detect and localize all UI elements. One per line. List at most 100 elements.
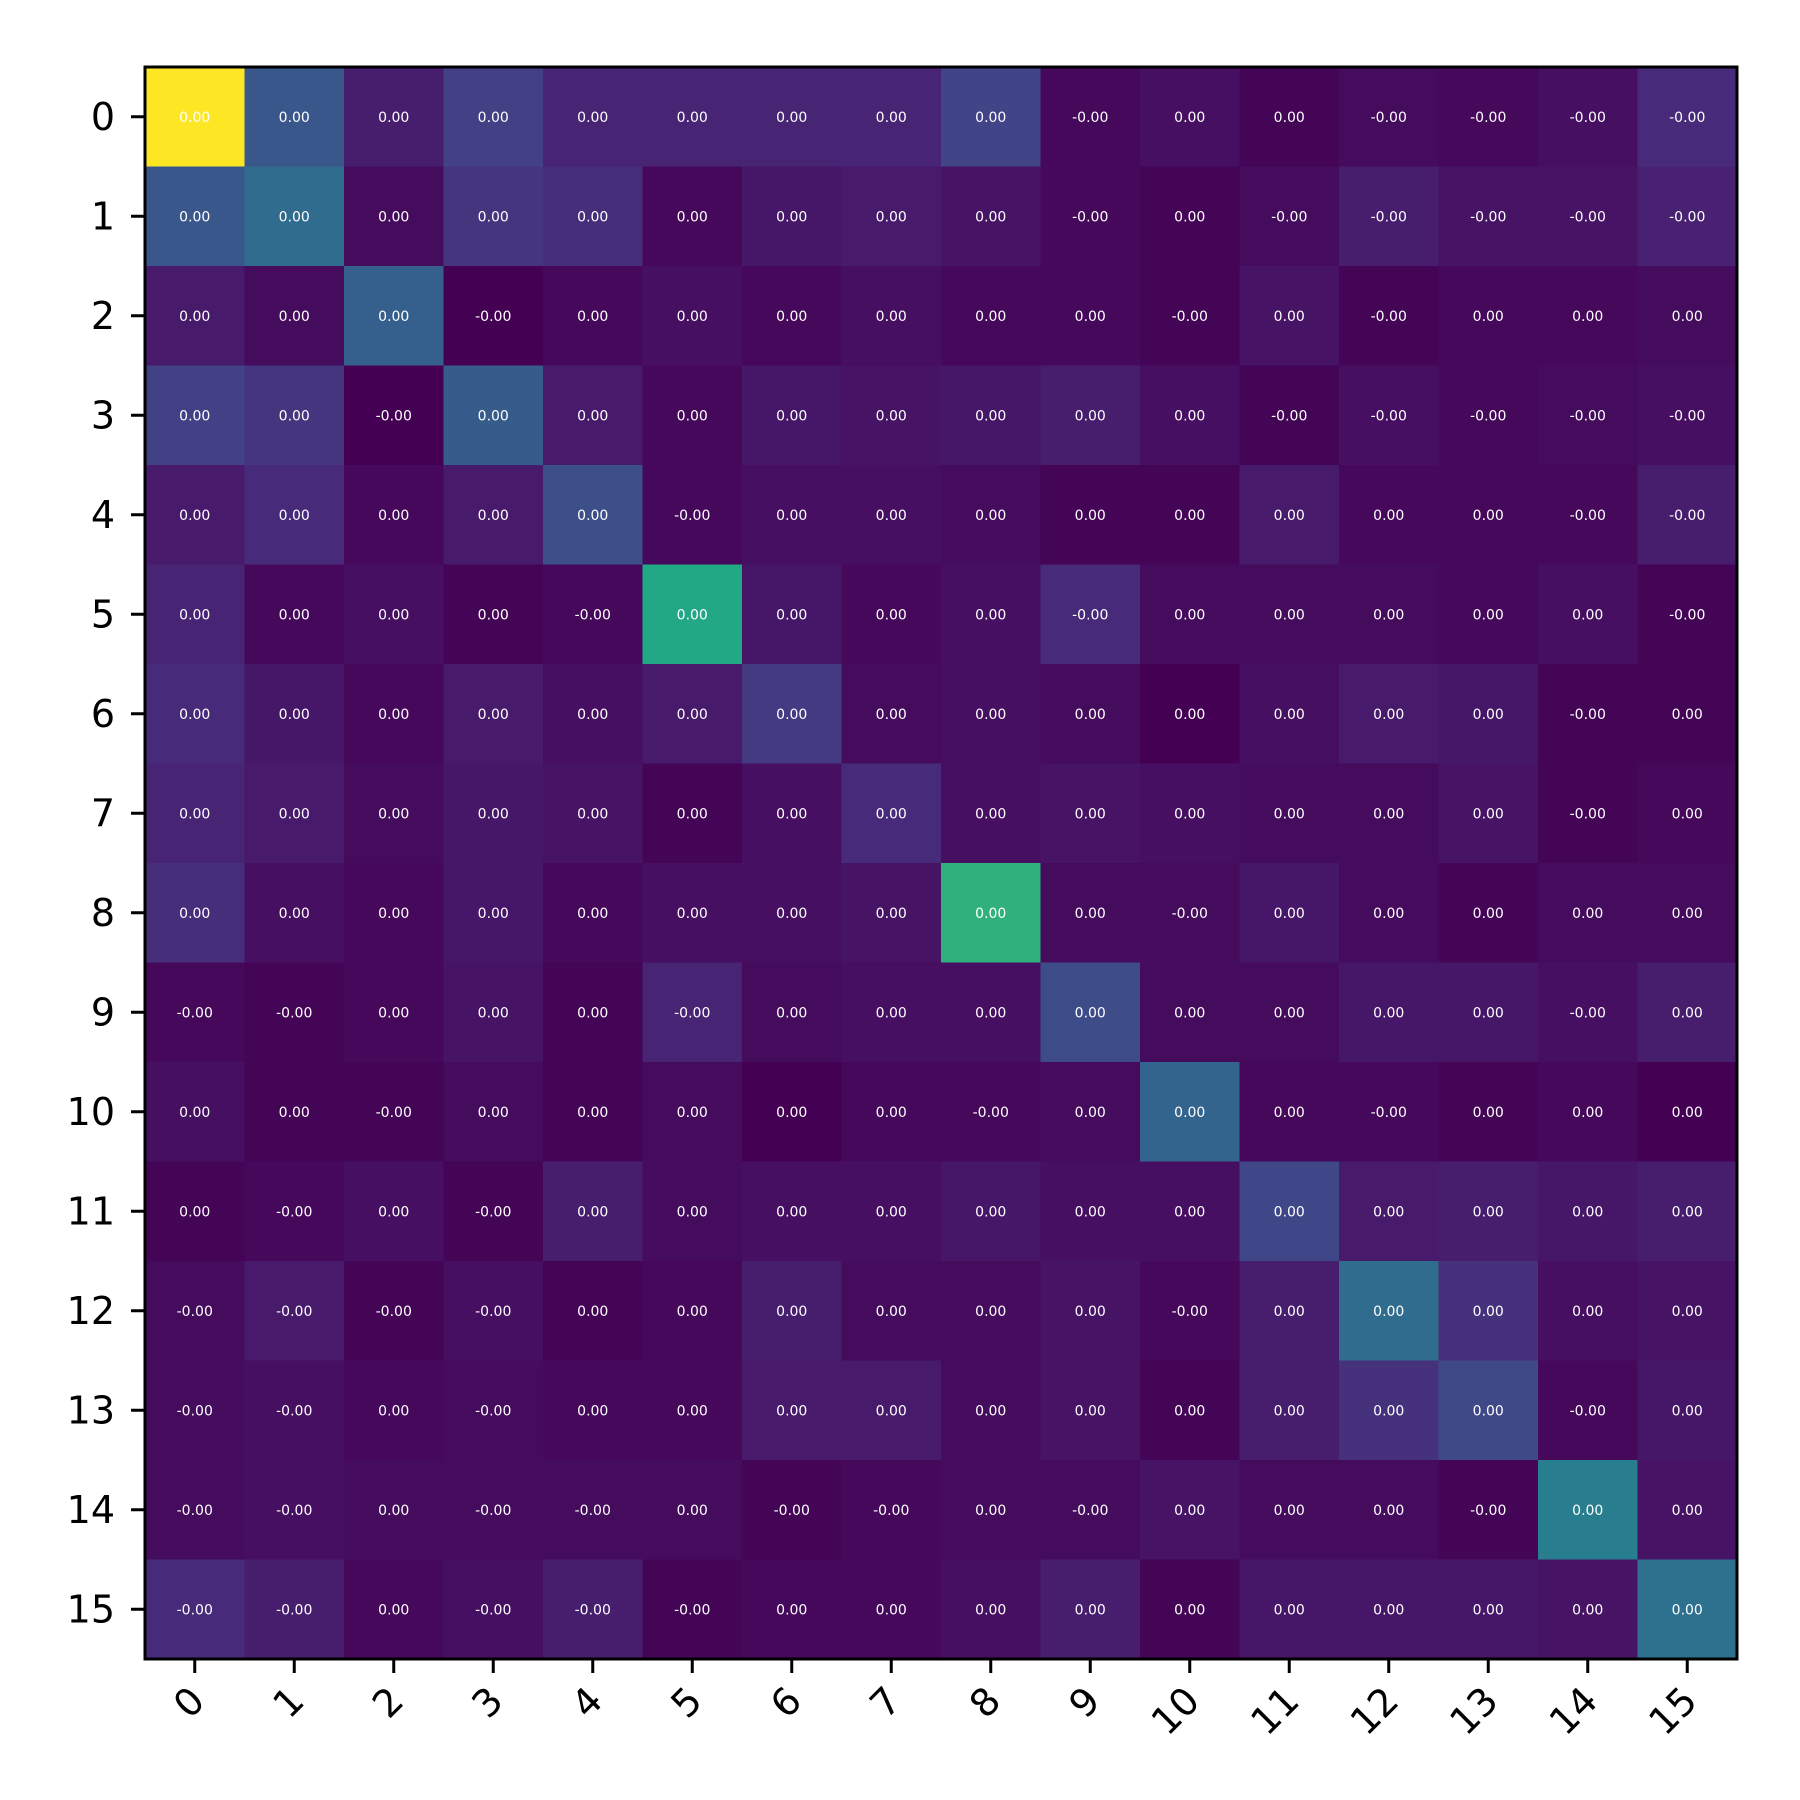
cell-value-label: -0.00 bbox=[1371, 209, 1407, 225]
cell-value-label: -0.00 bbox=[276, 1304, 312, 1320]
y-tick-label: 10 bbox=[67, 1090, 115, 1134]
heatmap-cell bbox=[642, 1360, 743, 1461]
cell-value-label: 0.00 bbox=[677, 209, 708, 225]
heatmap-cell bbox=[1637, 166, 1738, 267]
cell-value-label: 0.00 bbox=[1075, 508, 1106, 524]
heatmap-cell bbox=[443, 1261, 544, 1362]
heatmap-cell bbox=[841, 1062, 942, 1163]
cell-value-label: -0.00 bbox=[1072, 209, 1108, 225]
heatmap-cell bbox=[742, 266, 843, 367]
cell-value-label: 0.00 bbox=[1672, 806, 1703, 822]
heatmap-cell bbox=[145, 1261, 246, 1362]
heatmap-cell bbox=[1239, 1161, 1340, 1262]
heatmap-cell bbox=[642, 962, 743, 1063]
heatmap-cell bbox=[443, 465, 544, 566]
heatmap-cell bbox=[443, 266, 544, 367]
heatmap-cell bbox=[1040, 1062, 1141, 1163]
heatmap-cell bbox=[941, 962, 1042, 1063]
cell-value-label: 0.00 bbox=[1075, 1105, 1106, 1121]
x-tick-label: 1 bbox=[264, 1678, 312, 1726]
cell-value-label: 0.00 bbox=[179, 607, 210, 623]
heatmap-cell bbox=[941, 1161, 1042, 1262]
cell-value-label: -0.00 bbox=[674, 1602, 710, 1618]
x-tick-label: 3 bbox=[463, 1678, 511, 1726]
x-tick-label: 2 bbox=[364, 1678, 412, 1726]
cell-value-label: 0.00 bbox=[776, 1204, 807, 1220]
cell-value-label: 0.00 bbox=[577, 508, 608, 524]
cell-value-label: 0.00 bbox=[378, 1204, 409, 1220]
cell-value-label: 0.00 bbox=[1672, 906, 1703, 922]
heatmap-cell bbox=[841, 1460, 942, 1561]
heatmap-cell bbox=[1438, 564, 1539, 665]
heatmap-cell bbox=[1637, 1261, 1738, 1362]
x-axis: 0 1 2 3 4 5 6 7 8 9 10 11 12 13 14 15 bbox=[165, 1659, 1706, 1744]
cell-value-label: 0.00 bbox=[776, 1602, 807, 1618]
heatmap-cell bbox=[1339, 1559, 1440, 1660]
cell-value-label: 0.00 bbox=[677, 110, 708, 126]
heatmap-cell bbox=[1438, 863, 1539, 964]
cell-value-label: 0.00 bbox=[876, 607, 907, 623]
heatmap-cell bbox=[1040, 1161, 1141, 1262]
cell-value-label: 0.00 bbox=[1672, 1602, 1703, 1618]
cell-value-label: 0.00 bbox=[378, 1503, 409, 1519]
heatmap-cell bbox=[642, 365, 743, 466]
heatmap-cell bbox=[244, 67, 345, 168]
heatmap-cell bbox=[642, 67, 743, 168]
cell-value-label: 0.00 bbox=[1672, 1403, 1703, 1419]
heatmap-cell bbox=[841, 1161, 942, 1262]
cell-value-label: 0.00 bbox=[1473, 1204, 1504, 1220]
heatmap-cell bbox=[443, 1559, 544, 1660]
heatmap-cell bbox=[1239, 67, 1340, 168]
cell-value-label: 0.00 bbox=[478, 906, 509, 922]
cell-value-label: 0.00 bbox=[1672, 1503, 1703, 1519]
heatmap-cell bbox=[941, 1062, 1042, 1163]
cell-value-label: 0.00 bbox=[776, 1304, 807, 1320]
heatmap-cell bbox=[1339, 564, 1440, 665]
heatmap-cell bbox=[742, 1559, 843, 1660]
heatmap-cell bbox=[1438, 67, 1539, 168]
heatmap-cell bbox=[1538, 664, 1639, 765]
heatmap-cell bbox=[742, 465, 843, 566]
cell-value-label: 0.00 bbox=[179, 1105, 210, 1121]
heatmap-cell bbox=[244, 266, 345, 367]
cell-value-label: 0.00 bbox=[378, 1602, 409, 1618]
cell-value-label: 0.00 bbox=[179, 309, 210, 325]
heatmap-cell bbox=[1040, 1360, 1141, 1461]
heatmap-cell bbox=[1239, 863, 1340, 964]
cell-value-label: 0.00 bbox=[1274, 806, 1305, 822]
heatmap-cell bbox=[642, 1062, 743, 1163]
cell-value-label: 0.00 bbox=[1174, 1204, 1205, 1220]
cell-value-label: 0.00 bbox=[975, 1602, 1006, 1618]
cell-value-label: -0.00 bbox=[376, 1105, 412, 1121]
cell-value-label: 0.00 bbox=[1274, 906, 1305, 922]
heatmap-cell bbox=[1140, 1161, 1241, 1262]
cell-value-label: 0.00 bbox=[1174, 1105, 1205, 1121]
y-tick-label: 9 bbox=[91, 990, 115, 1034]
heatmap-cell bbox=[543, 1161, 644, 1262]
cell-value-label: -0.00 bbox=[674, 1005, 710, 1021]
cell-value-label: 0.00 bbox=[478, 707, 509, 723]
heatmap-cell bbox=[344, 664, 445, 765]
heatmap-cell bbox=[841, 962, 942, 1063]
cell-value-label: 0.00 bbox=[677, 1105, 708, 1121]
cell-value-label: 0.00 bbox=[1373, 1005, 1404, 1021]
heatmap-cell bbox=[1538, 1559, 1639, 1660]
cell-value-label: 0.00 bbox=[179, 707, 210, 723]
cell-value-label: 0.00 bbox=[279, 607, 310, 623]
heatmap-cell bbox=[1438, 962, 1539, 1063]
x-tick-label: 5 bbox=[662, 1678, 710, 1726]
cell-value-label: -0.00 bbox=[1669, 607, 1705, 623]
heatmap-cell bbox=[1239, 1062, 1340, 1163]
cell-value-label: 0.00 bbox=[975, 1304, 1006, 1320]
cell-value-label: 0.00 bbox=[378, 209, 409, 225]
cell-value-label: 0.00 bbox=[577, 806, 608, 822]
heatmap-cell bbox=[742, 166, 843, 267]
cell-value-label: 0.00 bbox=[1075, 1403, 1106, 1419]
y-tick-label: 11 bbox=[67, 1189, 115, 1233]
heatmap-cell bbox=[742, 1062, 843, 1163]
cell-value-label: 0.00 bbox=[1075, 707, 1106, 723]
heatmap-cell bbox=[1438, 365, 1539, 466]
cell-value-label: 0.00 bbox=[179, 408, 210, 424]
cell-value-label: 0.00 bbox=[876, 1105, 907, 1121]
